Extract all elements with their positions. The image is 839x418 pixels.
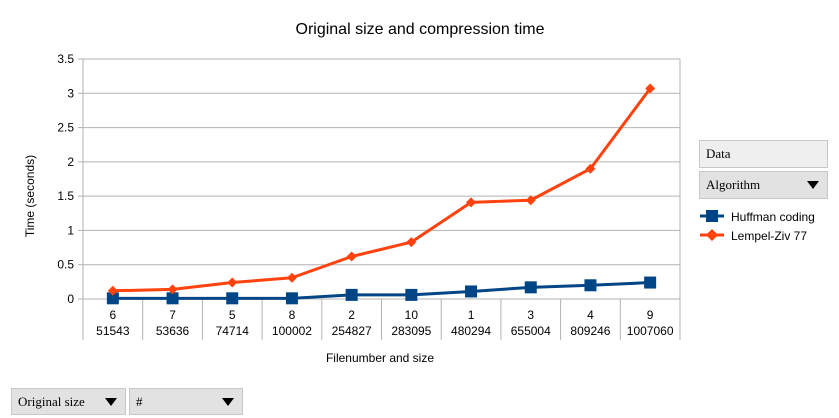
data-point-huffman bbox=[584, 279, 597, 292]
data-point-huffman bbox=[644, 276, 657, 289]
legend: Huffman coding Lempel-Ziv 77 bbox=[700, 210, 815, 243]
x-tick-label-filenumber: 4 bbox=[587, 308, 594, 322]
pivot-row-field-dropdown-number[interactable]: # bbox=[129, 388, 243, 415]
x-tick-label-size: 51543 bbox=[96, 324, 130, 338]
data-point-huffman bbox=[285, 292, 298, 305]
x-tick-label-filenumber: 2 bbox=[348, 308, 355, 322]
chart-title: Original size and compression time bbox=[296, 21, 545, 38]
legend-label-huffman: Huffman coding bbox=[731, 210, 815, 224]
y-tick-label: 0 bbox=[67, 292, 74, 306]
x-tick-label-filenumber: 7 bbox=[169, 308, 176, 322]
data-point-lempel-ziv bbox=[227, 277, 238, 288]
chevron-down-icon bbox=[105, 397, 117, 406]
y-tick-label: 2.5 bbox=[57, 121, 74, 135]
x-tick-label-size: 1007060 bbox=[627, 324, 674, 338]
data-point-lempel-ziv bbox=[346, 251, 357, 262]
x-tick-label-filenumber: 9 bbox=[647, 308, 654, 322]
y-tick-label: 0.5 bbox=[57, 258, 74, 272]
x-tick-label-filenumber: 10 bbox=[405, 308, 419, 322]
data-point-lempel-ziv bbox=[525, 195, 536, 206]
data-point-huffman bbox=[405, 288, 418, 301]
legend-marker-huffman bbox=[706, 210, 718, 222]
data-point-lempel-ziv bbox=[645, 83, 656, 94]
x-tick-label-filenumber: 5 bbox=[229, 308, 236, 322]
data-point-huffman bbox=[166, 292, 179, 305]
x-tick-label-filenumber: 8 bbox=[289, 308, 296, 322]
x-tick-label-size: 809246 bbox=[570, 324, 610, 338]
y-tick-label: 1 bbox=[67, 223, 74, 237]
pivot-data-field-label: Data bbox=[706, 146, 731, 161]
y-tick-label: 2 bbox=[67, 155, 74, 169]
y-tick-label: 3.5 bbox=[57, 52, 74, 66]
legend-label-lempel-ziv: Lempel-Ziv 77 bbox=[731, 229, 807, 243]
data-point-lempel-ziv bbox=[286, 272, 297, 283]
data-point-lempel-ziv bbox=[466, 197, 477, 208]
x-tick-label-size: 254827 bbox=[332, 324, 372, 338]
y-tick-label: 1.5 bbox=[57, 189, 74, 203]
x-tick-label-size: 53636 bbox=[156, 324, 190, 338]
data-point-lempel-ziv bbox=[585, 163, 596, 174]
x-tick-label-size: 480294 bbox=[451, 324, 491, 338]
pivot-row-field-dropdown-original-size[interactable]: Original size bbox=[11, 388, 126, 415]
data-point-huffman bbox=[345, 288, 358, 301]
series-line-lempel-ziv bbox=[112, 87, 652, 293]
chevron-down-icon bbox=[807, 181, 819, 189]
y-tick-label: 3 bbox=[67, 86, 74, 100]
legend-marker-lempel-ziv bbox=[706, 229, 718, 241]
data-point-huffman bbox=[226, 292, 239, 305]
x-tick-label-size: 74714 bbox=[216, 324, 250, 338]
x-axis-label: Filenumber and size bbox=[326, 351, 434, 365]
data-point-lempel-ziv bbox=[406, 237, 417, 248]
x-tick-label-size: 655004 bbox=[511, 324, 551, 338]
data-point-lempel-ziv bbox=[167, 284, 178, 295]
x-tick-label-filenumber: 6 bbox=[110, 308, 117, 322]
x-tick-label-size: 100002 bbox=[272, 324, 312, 338]
pivot-data-field[interactable]: Data bbox=[699, 140, 828, 168]
chevron-down-icon bbox=[222, 397, 234, 406]
legend-item-huffman: Huffman coding bbox=[700, 210, 815, 224]
data-point-lempel-ziv bbox=[107, 285, 118, 296]
x-tick-label-filenumber: 3 bbox=[527, 308, 534, 322]
pivot-column-field-dropdown[interactable]: Algorithm bbox=[699, 171, 828, 199]
y-axis-label: Time (seconds) bbox=[23, 155, 37, 237]
data-point-huffman bbox=[106, 292, 119, 305]
series-line-huffman bbox=[112, 281, 651, 300]
data-point-huffman bbox=[524, 281, 537, 294]
legend-item-lempel-ziv: Lempel-Ziv 77 bbox=[700, 229, 807, 243]
x-tick-label-filenumber: 1 bbox=[468, 308, 475, 322]
data-point-huffman bbox=[465, 285, 478, 298]
pivot-column-field-label: Algorithm bbox=[706, 177, 761, 192]
pivot-row-field-label: Original size bbox=[18, 393, 85, 409]
x-tick-label-size: 283095 bbox=[391, 324, 431, 338]
pivot-row-field-label: # bbox=[136, 393, 143, 409]
